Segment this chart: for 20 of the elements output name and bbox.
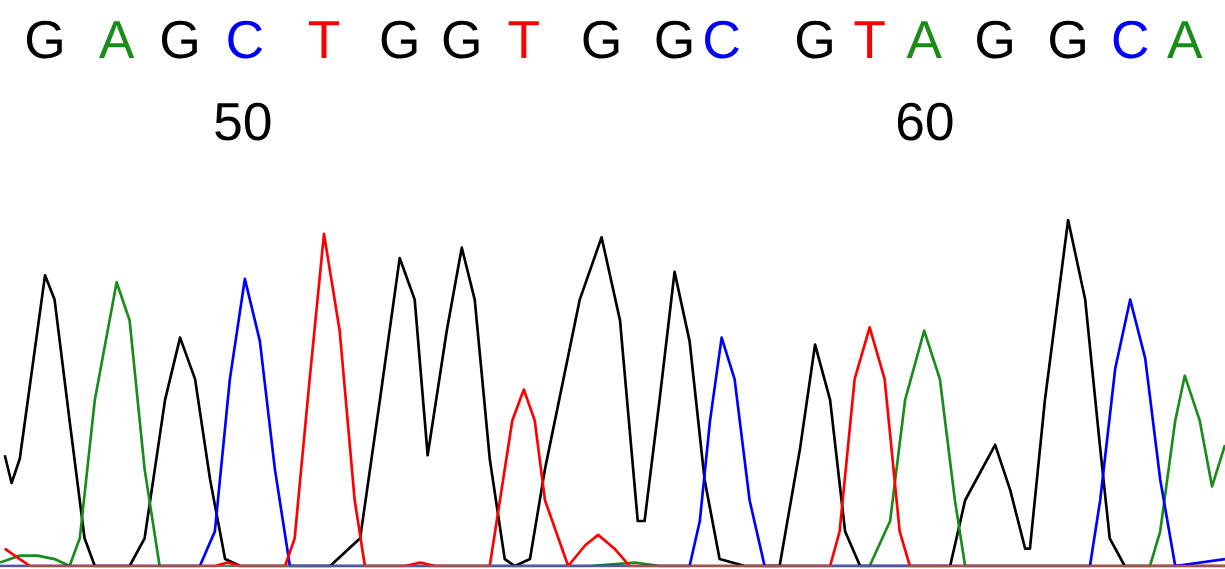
text: G — [162, 20, 197, 59]
text: T — [854, 21, 885, 58]
text: A — [906, 21, 942, 58]
text: C — [228, 20, 263, 59]
text: G — [797, 20, 832, 59]
text: C — [1113, 20, 1148, 59]
text: G — [977, 20, 1012, 59]
text: G — [381, 20, 417, 59]
text: A — [98, 21, 135, 58]
text: T — [308, 21, 340, 58]
text: A — [1167, 21, 1203, 58]
text: G — [443, 20, 479, 59]
x-tick-label: 60 — [897, 102, 953, 141]
text: G — [656, 20, 692, 59]
text: G — [1050, 20, 1085, 59]
text: G — [26, 20, 62, 59]
text: G — [583, 20, 619, 59]
x-tick-label: 50 — [215, 102, 271, 141]
text: T — [508, 21, 539, 58]
text: C — [705, 20, 739, 59]
